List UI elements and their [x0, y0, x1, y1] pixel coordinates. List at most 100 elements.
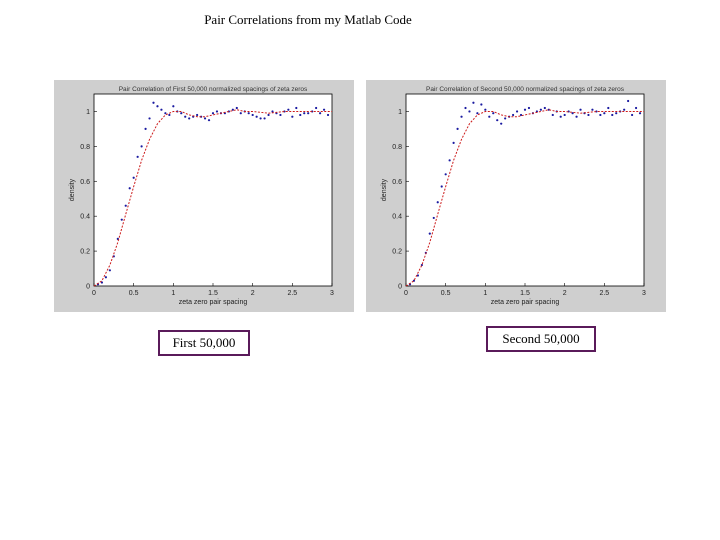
data-point — [631, 113, 634, 117]
data-point — [444, 173, 447, 176]
data-point — [326, 113, 330, 117]
chart-title: Pair Correlation of First 50,000 normali… — [119, 86, 308, 93]
data-point — [579, 108, 582, 111]
y-tick-label: 0 — [398, 284, 402, 291]
data-point — [623, 108, 626, 111]
data-point — [476, 112, 479, 115]
x-tick-label: 0.5 — [441, 290, 451, 297]
data-point — [559, 115, 562, 118]
data-point — [539, 108, 542, 111]
data-point — [436, 201, 439, 204]
data-point — [211, 112, 215, 115]
data-point — [172, 105, 175, 108]
data-point — [279, 113, 282, 117]
data-point — [428, 232, 431, 235]
caption-second: Second 50,000 — [486, 326, 596, 352]
data-point — [519, 113, 523, 117]
data-point — [480, 103, 483, 106]
data-point — [203, 117, 207, 120]
chart-second: Pair Correlation of Second 50,000 normal… — [381, 86, 646, 306]
data-point — [591, 108, 594, 111]
data-point — [251, 113, 254, 117]
data-point — [571, 112, 574, 115]
data-point — [500, 122, 503, 125]
x-tick-label: 2 — [563, 290, 567, 297]
x-tick-label: 1.5 — [208, 290, 218, 297]
data-point — [263, 117, 266, 120]
data-point — [523, 108, 527, 111]
data-point — [267, 113, 270, 117]
data-point — [255, 115, 258, 118]
data-point — [108, 269, 111, 272]
data-point — [315, 106, 318, 110]
data-point — [100, 281, 104, 284]
data-point — [448, 159, 451, 162]
data-point — [575, 115, 578, 118]
y-tick-label: 1 — [398, 109, 402, 116]
data-point — [634, 106, 638, 110]
data-point — [488, 115, 491, 118]
x-tick-label: 0.5 — [129, 290, 139, 297]
fit-line — [93, 109, 332, 287]
data-point — [164, 112, 167, 115]
data-point — [132, 176, 135, 179]
data-point — [160, 108, 163, 111]
data-point — [156, 105, 159, 108]
data-point — [416, 274, 419, 277]
data-point — [188, 117, 191, 120]
data-point — [515, 110, 519, 113]
x-tick-label: 2 — [251, 290, 255, 297]
data-point — [504, 117, 507, 120]
caption-first: First 50,000 — [158, 330, 250, 356]
y-axis-label: density — [381, 178, 388, 201]
data-point — [638, 112, 642, 115]
data-point — [303, 112, 306, 115]
x-tick-label: 2.5 — [287, 290, 297, 297]
x-tick-label: 0 — [404, 290, 408, 297]
slide-title: Pair Correlations from my Matlab Code — [204, 12, 412, 27]
plot-area — [405, 93, 645, 287]
x-tick-label: 1 — [171, 290, 175, 297]
data-point — [587, 113, 590, 117]
y-tick-label: 0.2 — [392, 249, 402, 256]
chart-panel-second: Pair Correlation of Second 50,000 normal… — [366, 80, 666, 312]
data-point — [144, 127, 147, 131]
data-point — [136, 155, 139, 158]
x-axis-label: zeta zero pair spacing — [179, 299, 248, 306]
data-point — [124, 204, 127, 207]
data-point — [484, 108, 487, 111]
data-point — [287, 108, 290, 111]
x-axis-label: zeta zero pair spacing — [491, 299, 560, 306]
data-point — [551, 113, 554, 117]
y-tick-label: 0.6 — [80, 179, 90, 186]
data-point — [611, 113, 614, 117]
data-point — [215, 110, 219, 113]
data-point — [120, 218, 123, 221]
chart-first: Pair Correlation of First 50,000 normali… — [69, 86, 334, 306]
data-point — [440, 185, 443, 188]
data-point — [239, 112, 242, 115]
data-point — [196, 113, 199, 117]
plot-area — [93, 93, 333, 287]
chart-panel-first: Pair Correlation of First 50,000 normali… — [54, 80, 354, 312]
x-tick-label: 3 — [642, 290, 646, 297]
data-point — [152, 101, 155, 104]
y-tick-label: 0.4 — [80, 214, 90, 221]
data-point — [603, 112, 606, 115]
chart-title: Pair Correlation of Second 50,000 normal… — [426, 86, 625, 93]
data-point — [563, 113, 566, 117]
data-point — [140, 145, 143, 148]
data-point — [307, 112, 310, 115]
data-point — [235, 106, 238, 110]
data-point — [184, 115, 187, 118]
data-point — [543, 106, 546, 110]
data-point — [456, 127, 459, 131]
x-tick-label: 2.5 — [599, 290, 609, 297]
y-tick-label: 0.4 — [392, 214, 402, 221]
data-point — [627, 99, 630, 103]
y-tick-label: 0.2 — [80, 249, 90, 256]
y-tick-label: 0 — [86, 284, 90, 291]
data-point — [464, 106, 467, 110]
data-point — [599, 113, 602, 117]
data-point — [168, 113, 171, 117]
